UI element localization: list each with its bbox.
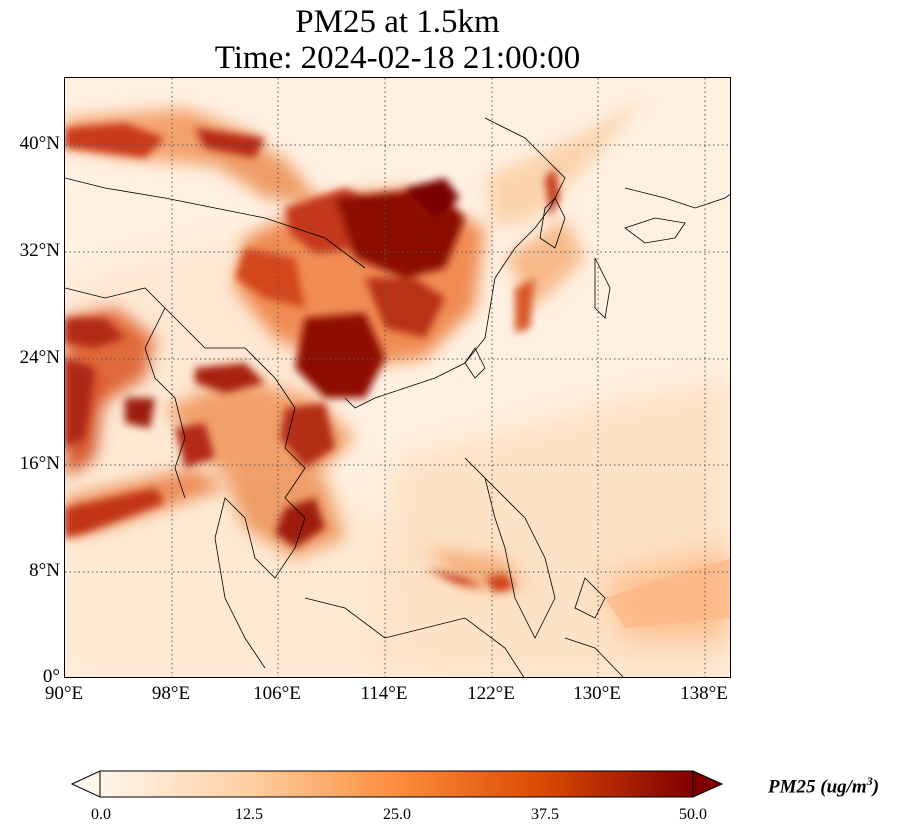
colorbar-tick-25: 25.0 bbox=[383, 806, 411, 823]
colorbar-title-exponent: 3 bbox=[866, 774, 873, 788]
colorbar-min-extend-arrow bbox=[70, 770, 101, 798]
colorbar bbox=[70, 770, 724, 798]
lat-tick-32n: 32°N bbox=[19, 240, 60, 261]
colorbar-tick-37-5: 37.5 bbox=[531, 806, 559, 823]
colorbar-title-end: ) bbox=[872, 776, 880, 798]
colorbar-gradient bbox=[99, 770, 694, 798]
lon-tick-114e: 114°E bbox=[360, 683, 408, 704]
colorbar-tick-12-5: 12.5 bbox=[235, 806, 263, 823]
title-line-time: Time: 2024-02-18 21:00:00 bbox=[214, 40, 581, 76]
lat-tick-8n: 8°N bbox=[29, 560, 60, 581]
pm25-map-svg bbox=[65, 78, 730, 677]
map-title: PM25 at 1.5km Time: 2024-02-18 21:00:00 bbox=[64, 4, 731, 76]
lat-tick-0: 0° bbox=[42, 666, 60, 687]
coastlines bbox=[65, 117, 730, 677]
colorbar-title: PM25 (ug/m3) bbox=[768, 774, 879, 798]
lat-tick-24n: 24°N bbox=[19, 347, 60, 368]
lat-tick-16n: 16°N bbox=[19, 453, 60, 474]
colorbar-max-extend-arrow bbox=[692, 770, 724, 798]
colorbar-tick-50: 50.0 bbox=[679, 806, 707, 823]
map-plot-area[interactable] bbox=[64, 77, 731, 678]
title-line-variable: PM25 at 1.5km bbox=[295, 4, 500, 40]
lon-tick-90e: 90°E bbox=[44, 683, 84, 704]
colorbar-tick-0: 0.0 bbox=[91, 806, 111, 823]
lat-tick-40n: 40°N bbox=[19, 133, 60, 154]
lon-tick-138e: 138°E bbox=[680, 683, 728, 704]
lon-tick-122e: 122°E bbox=[467, 683, 515, 704]
lon-tick-98e: 98°E bbox=[151, 683, 191, 704]
colorbar-title-main: PM25 (ug/m bbox=[768, 776, 867, 798]
lon-tick-130e: 130°E bbox=[573, 683, 621, 704]
gridlines bbox=[65, 78, 730, 677]
pm25-ocean-band bbox=[605, 558, 730, 628]
pm25-high-layer bbox=[65, 123, 560, 593]
lon-tick-106e: 106°E bbox=[253, 683, 301, 704]
